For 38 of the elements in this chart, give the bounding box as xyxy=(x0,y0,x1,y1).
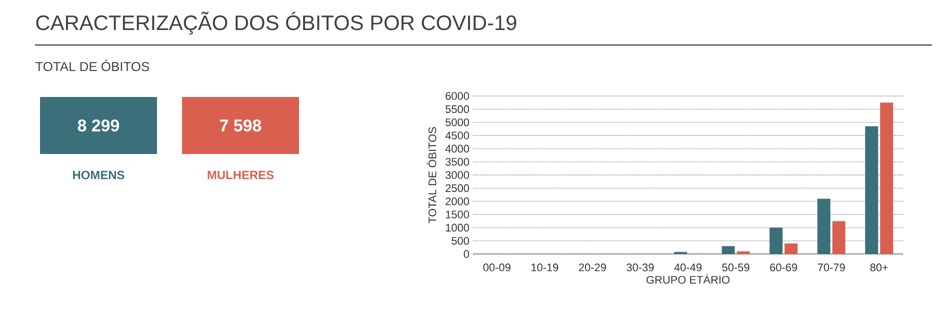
y-tick-label: 5500 xyxy=(446,105,470,114)
x-axis-title: GRUPO ETÁRIO xyxy=(646,274,730,284)
text: 8 299 xyxy=(78,120,120,132)
y-tick-label: 5000 xyxy=(446,118,470,126)
y-tick-label: 3000 xyxy=(446,171,470,179)
category-label: MULHERES xyxy=(208,170,274,180)
y-tick-label: 1000 xyxy=(446,224,470,232)
y-tick-label: 2500 xyxy=(446,184,470,192)
x-tick-label: 10-19 xyxy=(531,264,558,272)
bar xyxy=(817,198,830,254)
y-tick-label: 6000 xyxy=(446,92,470,100)
text: CARACTERIZAÇÃO DOS ÓBITOS POR COVID-19 xyxy=(36,12,516,34)
y-tick-label: 0 xyxy=(464,250,470,258)
y-axis-title: TOTAL DE ÓBITOS xyxy=(426,127,436,224)
bar xyxy=(770,228,783,254)
text: 7 598 xyxy=(220,120,262,132)
x-tick-label: 30-39 xyxy=(626,264,654,272)
x-tick-label: 40-49 xyxy=(674,264,702,272)
x-tick-label: 60-69 xyxy=(770,264,798,272)
text: TOTAL DE ÓBITOS xyxy=(36,60,150,72)
y-tick-label: 500 xyxy=(452,236,470,245)
y-tick-label: 1500 xyxy=(446,210,470,218)
bar xyxy=(865,126,878,254)
x-tick-label: 50-59 xyxy=(722,264,750,272)
bar xyxy=(784,243,798,254)
bar xyxy=(880,102,894,254)
x-tick-label: 20-29 xyxy=(578,264,606,272)
x-tick-label: 00-09 xyxy=(483,264,510,272)
y-tick-label: 4000 xyxy=(445,144,470,153)
bar xyxy=(722,246,735,254)
y-tick-label: 3500 xyxy=(446,158,470,166)
y-tick-label: 2000 xyxy=(446,197,470,206)
y-tick-label: 4500 xyxy=(445,132,470,140)
x-tick-label: 70-79 xyxy=(818,264,845,272)
bar xyxy=(832,221,846,254)
bar xyxy=(736,251,750,254)
x-tick-label: 80+ xyxy=(870,264,888,272)
category-label: HOMENS xyxy=(73,170,124,180)
